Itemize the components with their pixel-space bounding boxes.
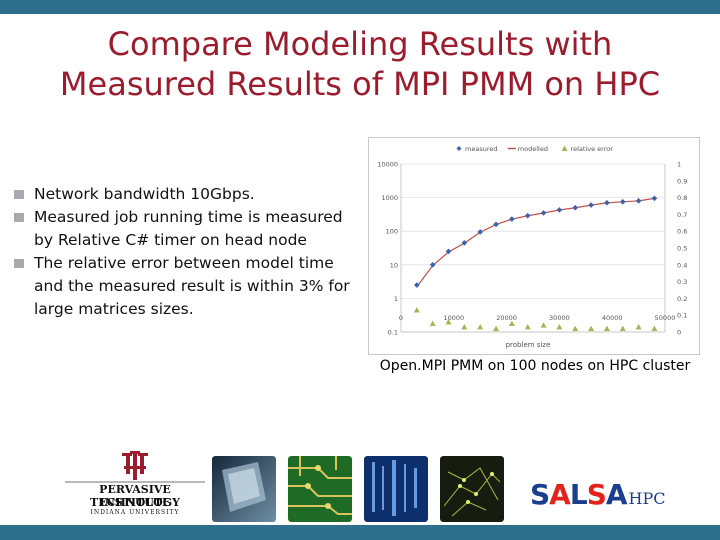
salsa-letter: S	[586, 478, 607, 511]
salsa-letter: A	[605, 478, 628, 511]
series-modelled-line	[416, 197, 655, 288]
y-right-tick-label: 0.8	[677, 194, 687, 202]
legend-label: modelled	[518, 145, 548, 153]
legend-label: relative error	[571, 145, 614, 153]
relative-error-point	[413, 307, 420, 313]
slide-title-line-2: Measured Results of MPI PMM on HPC	[59, 65, 661, 103]
x-axis-label: problem size	[506, 341, 551, 349]
y-right-tick-label: 1	[677, 161, 681, 169]
relative-error-point	[445, 318, 452, 325]
relative-error-point	[540, 322, 547, 328]
chart-frame: 0.1 1 10 100 1000 10000 0 0.1 0.2 0.3 0.4 0.5 0.6 0.7…	[368, 137, 700, 355]
x-tick-label: 10000	[443, 314, 464, 322]
salsa-letter: L	[569, 478, 588, 511]
tile-network-map-icon	[440, 456, 504, 522]
relative-error-point	[651, 325, 658, 332]
relative-error-point	[572, 325, 579, 332]
legend-label: measured	[465, 145, 497, 153]
measured-point	[524, 212, 531, 219]
relative-error-point	[477, 323, 484, 330]
y-right-tick-label: 0.1	[677, 312, 687, 320]
measured-point	[588, 202, 594, 208]
tile-computer-icon	[212, 456, 276, 522]
bullet-text: Network bandwidth 10Gbps.	[34, 185, 255, 203]
relative-error-point	[508, 320, 515, 326]
measured-point	[556, 207, 563, 213]
y-left-tick-label: 1000	[381, 194, 398, 202]
pervasive-technology-institute-logo: PERVASIVE TECHNOLOGY INSTITUTE INDIANA U…	[60, 450, 210, 520]
measured-point	[619, 198, 626, 205]
relative-error-point	[556, 323, 563, 330]
tile-circuit-icon	[288, 456, 352, 522]
relative-error-point	[461, 323, 468, 330]
pti-name-line-1: PERVASIVE TECHNOLOGY	[90, 483, 180, 509]
y-right-tick-label: 0.6	[677, 228, 687, 236]
bullet-item: The relative error between model time an…	[12, 252, 362, 321]
relative-error-point	[493, 325, 500, 332]
chart-caption: Open.MPI PMM on 100 nodes on HPC cluster	[379, 358, 691, 374]
hpc-logo-text: HPC	[628, 489, 666, 508]
y-left-tick-label: 0.1	[388, 329, 398, 337]
measured-point	[572, 204, 579, 211]
y-right-tick-label: 0.5	[677, 245, 687, 253]
bullet-item: Network bandwidth 10Gbps.	[12, 183, 362, 206]
y-right-tick-label: 0.7	[677, 211, 687, 219]
x-tick-label: 30000	[549, 314, 570, 322]
measured-point	[493, 221, 499, 228]
image-tile-strip	[212, 456, 512, 522]
bullet-square-icon	[14, 190, 24, 199]
measured-point	[635, 198, 642, 204]
y-left-tick-label: 10000	[377, 161, 398, 169]
measured-point	[651, 195, 658, 202]
y-right-tick-label: 0.3	[677, 278, 687, 286]
salsa-hpc-logo: SALSA HPC	[530, 478, 666, 512]
y-right-tick-label: 0.2	[677, 295, 687, 303]
salsa-logo-text: SALSA	[530, 478, 628, 511]
salsa-letter: A	[549, 478, 571, 511]
indiana-trident-icon	[65, 451, 205, 483]
salsa-letter: S	[530, 478, 550, 511]
x-tick-label: 20000	[496, 314, 517, 322]
slide-title-line-1: Compare Modeling Results with	[107, 25, 613, 63]
y-right-tick-label: 0	[677, 329, 681, 337]
bullet-square-icon	[14, 213, 24, 222]
bullet-text: The relative error between model time an…	[34, 254, 350, 318]
relative-error-point	[429, 320, 436, 326]
chart-svg: 0.111010010001000000.10.20.30.40.50.60.7…	[377, 145, 687, 349]
x-tick-label: 50000	[655, 314, 676, 322]
pti-university-line: INDIANA UNIVERSITY	[90, 509, 180, 516]
measured-point	[414, 282, 420, 288]
bullet-square-icon	[14, 259, 24, 268]
relative-error-point	[635, 323, 642, 330]
relative-error-point	[588, 325, 595, 332]
measured-point	[477, 229, 483, 235]
measured-point	[604, 200, 610, 206]
tile-binary-icon	[364, 456, 428, 522]
top-accent-bar	[0, 0, 720, 14]
measured-point	[429, 262, 436, 268]
y-right-tick-label: 0.9	[677, 177, 687, 185]
bottom-accent-bar	[0, 525, 720, 540]
x-tick-label: 0	[399, 314, 403, 322]
legend-marker-measured	[456, 146, 462, 151]
bullet-item: Measured job running time is measured by…	[12, 206, 362, 252]
x-tick-label: 40000	[602, 314, 623, 322]
slide-title: Compare Modeling Results with Measured R…	[0, 24, 720, 104]
y-right-tick-label: 0.4	[677, 261, 687, 269]
measured-point	[540, 210, 547, 216]
y-left-tick-label: 10	[390, 261, 398, 269]
y-left-tick-label: 100	[386, 228, 398, 236]
measured-point	[509, 216, 515, 222]
bullet-list: Network bandwidth 10Gbps. Measured job r…	[12, 183, 362, 321]
relative-error-point	[524, 323, 531, 330]
bullet-text: Measured job running time is measured by…	[34, 208, 343, 249]
relative-error-point	[619, 325, 626, 332]
y-left-tick-label: 1	[394, 295, 398, 303]
relative-error-point	[603, 325, 610, 332]
pti-name-line-2: INSTITUTE	[99, 496, 171, 509]
legend-marker-relative-error	[561, 145, 568, 151]
